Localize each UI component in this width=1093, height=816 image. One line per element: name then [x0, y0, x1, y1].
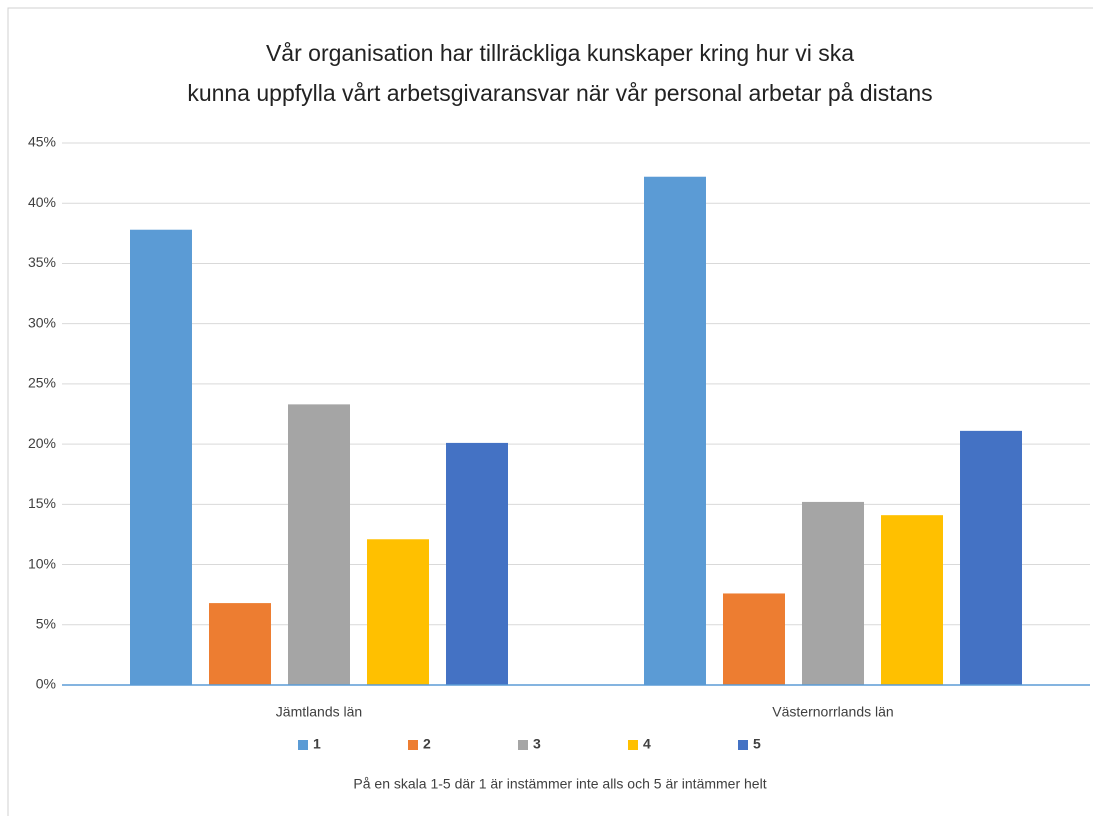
bar	[446, 442, 508, 685]
legend-swatch	[298, 740, 308, 750]
y-tick-label: 45%	[28, 134, 56, 150]
bar	[881, 515, 943, 685]
bar	[367, 539, 429, 685]
chart-border	[7, 7, 1093, 816]
legend-label: 2	[423, 736, 431, 752]
legend-label: 4	[643, 736, 651, 752]
chart-title: kunna uppfylla vårt arbetsgivaransvar nä…	[187, 80, 932, 106]
y-tick-label: 15%	[28, 495, 56, 511]
y-tick-label: 30%	[28, 314, 56, 330]
bar	[130, 229, 192, 685]
y-tick-label: 40%	[28, 194, 56, 210]
x-axis-label: På en skala 1-5 där 1 är instämmer inte …	[353, 776, 766, 792]
bar	[723, 593, 785, 685]
y-tick-label: 35%	[28, 254, 56, 270]
bar	[644, 176, 706, 686]
legend-swatch	[628, 740, 638, 750]
legend-swatch	[738, 740, 748, 750]
bar	[960, 430, 1022, 685]
legend-label: 5	[753, 736, 761, 752]
bar	[209, 603, 271, 685]
y-tick-label: 25%	[28, 375, 56, 391]
y-tick-label: 10%	[28, 555, 56, 571]
x-tick-label: Västernorrlands län	[772, 704, 893, 720]
bar	[802, 501, 864, 685]
y-tick-label: 0%	[36, 676, 56, 692]
legend-label: 3	[533, 736, 541, 752]
y-tick-label: 5%	[36, 615, 56, 631]
chart-title: Vår organisation har tillräckliga kunska…	[266, 40, 854, 66]
legend-label: 1	[313, 736, 321, 752]
x-tick-label: Jämtlands län	[276, 704, 362, 720]
legend-swatch	[518, 740, 528, 750]
legend-swatch	[408, 740, 418, 750]
y-tick-label: 20%	[28, 435, 56, 451]
bar	[288, 404, 350, 685]
